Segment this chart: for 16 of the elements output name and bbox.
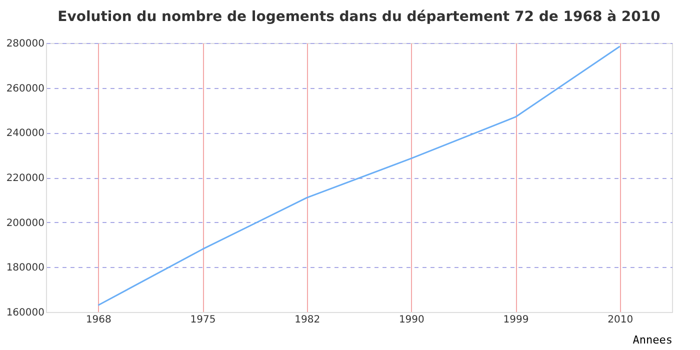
y-tick-label: 160000: [6, 308, 44, 318]
x-axis-title: Annees: [632, 334, 672, 346]
y-tick-label: 220000: [6, 173, 44, 184]
y-tick-label: 260000: [6, 83, 44, 94]
y-tick-label: 200000: [6, 218, 44, 229]
y-tick-label: 240000: [6, 128, 44, 140]
y-tick-label: 280000: [6, 38, 44, 50]
x-tick-label: 1999: [503, 314, 529, 326]
line-series: [97, 46, 621, 306]
x-tick-label: 2010: [608, 314, 634, 326]
x-tick-label: 1982: [294, 314, 320, 326]
chart-title: Evolution du nombre de logements dans du département 72 de 1968 à 2010: [58, 9, 661, 25]
x-tick-label: 1975: [190, 314, 216, 326]
y-tick-label: 180000: [6, 262, 44, 274]
x-tick-label: 1968: [86, 314, 112, 326]
x-tick-label: 1990: [398, 314, 424, 326]
